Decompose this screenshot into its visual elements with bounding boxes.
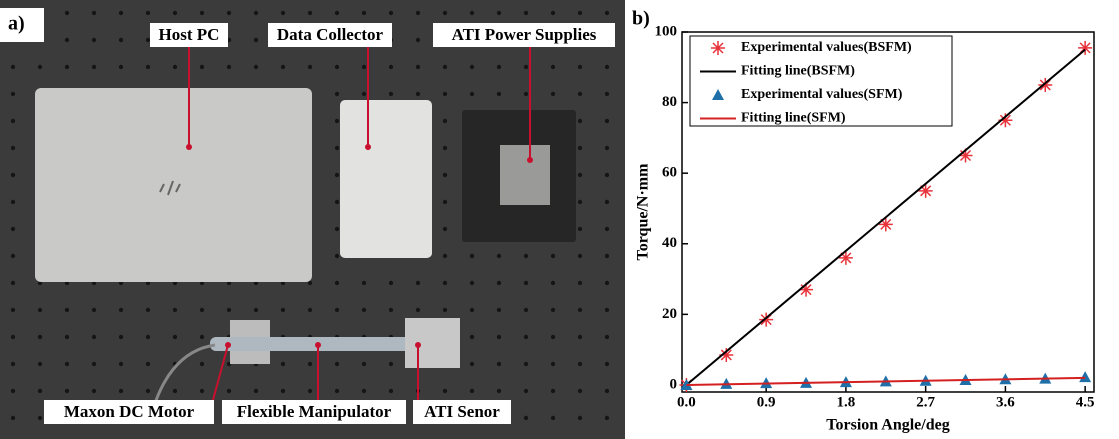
star-marker [918, 183, 933, 198]
legend-label: Experimental values(SFM) [741, 87, 903, 102]
photo-label: Flexible Manipulator [237, 402, 392, 421]
panel-label: a) [8, 13, 25, 35]
y-tick-label: 20 [662, 306, 677, 322]
x-tick-label: 3.6 [996, 394, 1015, 410]
y-tick-label: 0 [670, 376, 678, 392]
leaders [188, 46, 531, 401]
x-tick-label: 2.7 [916, 394, 935, 410]
photo-label: Maxon DC Motor [64, 402, 195, 421]
legend-label: Fitting line(SFM) [741, 111, 846, 126]
fit-line [685, 48, 1086, 386]
chart: 0.0 0.9 1.8 2.7 3.6 4.5 0 20 40 60 80 100 Torsion An… [635, 23, 1095, 434]
star-marker [958, 148, 973, 163]
star-marker [799, 282, 814, 297]
y-axis-label: Torque/N·mm [635, 163, 652, 261]
photo-label: ATI Power Supplies [452, 25, 597, 44]
x-axis-label: Torsion Angle/deg [826, 417, 949, 434]
y-tick-label: 60 [662, 165, 677, 181]
fit-line [686, 376, 1086, 386]
y-tick-label: 80 [662, 94, 677, 110]
star-marker [878, 217, 893, 232]
x-tick-label: 0.9 [757, 394, 776, 410]
star-marker [998, 113, 1013, 128]
star-marker [838, 250, 853, 265]
legend-label: Fitting line(BSFM) [741, 64, 855, 79]
laptop [35, 88, 312, 282]
y-tick-label: 100 [655, 23, 678, 39]
star-marker [719, 347, 734, 362]
tape [500, 145, 550, 205]
legend-swatch [711, 41, 725, 55]
legend-box [689, 35, 953, 127]
panel-label: b) [632, 8, 650, 30]
photo: a) Host PC Data Collector ATI Power Supp… [0, 0, 625, 439]
legend-label: Experimental values(BSFM) [741, 40, 912, 55]
photo-label: ATI Senor [424, 402, 500, 421]
x-tick-label: 0.0 [677, 394, 696, 410]
legend-swatch [712, 89, 724, 100]
x-tick-label: 1.8 [837, 394, 856, 410]
x-tick-label: 4.5 [1076, 394, 1095, 410]
photo-label: Data Collector [277, 25, 384, 44]
sensor-mount [405, 318, 460, 368]
star-marker [1078, 40, 1093, 55]
y-tick-label: 40 [662, 235, 677, 251]
plot-frame [681, 31, 1095, 393]
data-collector [340, 100, 432, 258]
photo-label: Host PC [159, 25, 220, 44]
star-marker [759, 312, 774, 327]
triangle-marker [1079, 371, 1092, 383]
laptop-logo [159, 180, 181, 196]
star-marker [1038, 77, 1053, 92]
